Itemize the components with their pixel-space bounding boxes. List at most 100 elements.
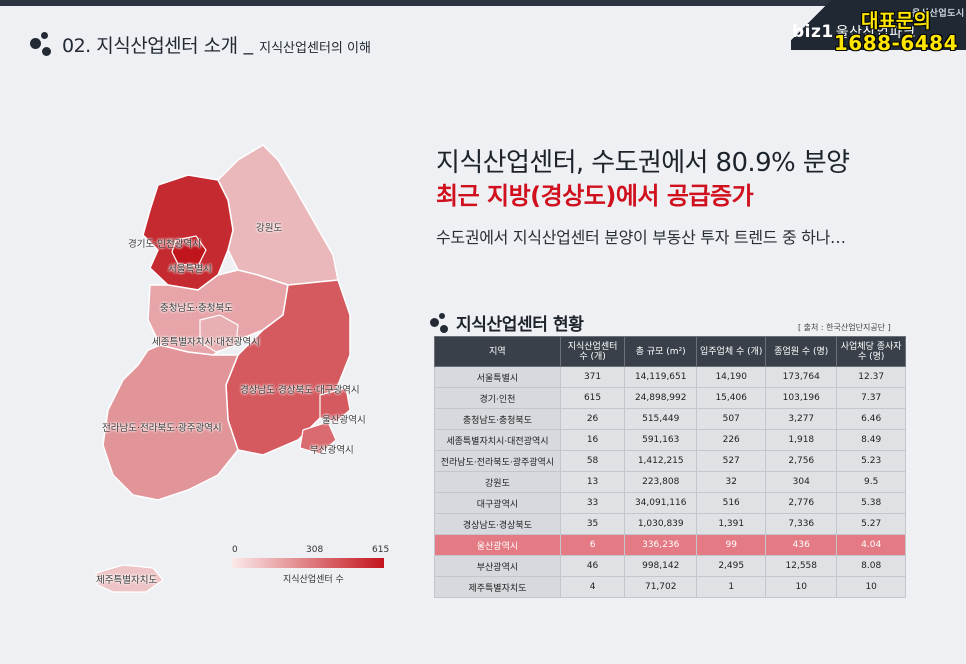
logo-text: biz1 <box>792 22 834 42</box>
title-separator: _ <box>243 33 254 55</box>
row-value-cell: 8.08 <box>836 555 906 577</box>
table-source: [ 출처 : 한국산업단지공단 ] <box>798 323 891 332</box>
row-region-cell: 전라남도·전라북도·광주광역시 <box>434 450 561 472</box>
headline-sub: 수도권에서 지식산업센터 분양이 부동산 투자 트렌드 중 하나… <box>436 228 846 247</box>
table-row: 전라남도·전라북도·광주광역시 58 1,412,215 527 2,756 5.23 <box>434 450 906 472</box>
row-value-cell: 7.37 <box>836 387 906 409</box>
page-subtitle: 지식산업센터의 이해 <box>259 40 371 56</box>
row-value-cell: 507 <box>696 408 767 430</box>
col-header: 지역 <box>434 336 561 367</box>
row-value-cell: 515,449 <box>624 408 698 430</box>
label-jeju: 제주특별자치도 <box>96 575 158 586</box>
logo-small: 울산산업도시 <box>912 9 965 19</box>
row-value-cell: 2,756 <box>765 450 838 472</box>
region-gangwon[interactable] <box>217 144 339 286</box>
korea-map: 강원도 경기도·인천광역시 서울특별시 충청남도·충청북도 세종특별자치시·대전… <box>88 140 388 610</box>
label-busan: 부산광역시 <box>310 445 354 456</box>
row-value-cell: 14,119,651 <box>624 366 698 388</box>
row-region-cell: 충청남도·충청북도 <box>434 408 561 430</box>
label-gyeonggi: 경기도·인천광역시 <box>128 239 201 250</box>
row-value-cell: 35 <box>559 513 626 535</box>
row-value-cell: 12,558 <box>765 555 838 577</box>
headline-highlight: 최근 지방(경상도)에서 공급증가 <box>436 182 754 210</box>
row-value-cell: 304 <box>765 471 838 493</box>
region-ulsan[interactable] <box>319 387 351 423</box>
molecule-icon <box>30 32 54 56</box>
row-value-cell: 2,776 <box>765 492 838 514</box>
legend-gradient <box>232 558 384 568</box>
table-row: 경기·인천 615 24,898,992 15,406 103,196 7.37 <box>434 387 906 409</box>
row-region-cell: 강원도 <box>434 471 561 493</box>
row-value-cell: 46 <box>559 555 626 577</box>
table-row: 경상남도·경상북도 35 1,030,839 1,391 7,336 5.27 <box>434 513 906 535</box>
label-sejong: 세종특별자치시·대전광역시 <box>152 337 260 348</box>
col-header: 사업체당 종사자 수 (명) <box>836 336 906 367</box>
region-jeju[interactable] <box>95 564 164 593</box>
row-value-cell: 9.5 <box>836 471 906 493</box>
row-value-cell: 7,336 <box>765 513 838 535</box>
row-value-cell: 4 <box>559 576 626 598</box>
row-value-cell: 3,277 <box>765 408 838 430</box>
label-ulsan: 울산광역시 <box>322 415 366 426</box>
row-value-cell: 8.49 <box>836 429 906 451</box>
molecule-icon <box>430 312 450 333</box>
row-value-cell: 58 <box>559 450 626 472</box>
korea-map-svg <box>95 144 351 593</box>
row-value-cell: 223,808 <box>624 471 698 493</box>
table-row: 제주특별자치도 4 71,702 1 10 10 <box>434 576 906 598</box>
table-row: 대구광역시 33 34,091,116 516 2,776 5.38 <box>434 492 906 514</box>
row-value-cell: 32 <box>696 471 767 493</box>
row-region-cell: 제주특별자치도 <box>434 576 561 598</box>
row-value-cell: 71,702 <box>624 576 698 598</box>
row-value-cell: 615 <box>559 387 626 409</box>
row-value-cell: 436 <box>765 534 838 556</box>
col-header: 입주업체 수 (개) <box>696 336 767 367</box>
col-header: 종업원 수 (명) <box>765 336 838 367</box>
row-value-cell: 13 <box>559 471 626 493</box>
row-value-cell: 4.04 <box>836 534 906 556</box>
row-value-cell: 173,764 <box>765 366 838 388</box>
row-value-cell: 1 <box>696 576 767 598</box>
row-value-cell: 99 <box>696 534 767 556</box>
row-value-cell: 10 <box>765 576 838 598</box>
row-value-cell: 26 <box>559 408 626 430</box>
region-gyeongsang[interactable] <box>225 279 351 456</box>
brand-logo: biz1 울산산업파크 울산산업도시 <box>792 9 964 42</box>
label-chungcheong: 충청남도·충청북도 <box>160 303 233 314</box>
row-value-cell: 10 <box>836 576 906 598</box>
row-value-cell: 516 <box>696 492 767 514</box>
row-value-cell: 103,196 <box>765 387 838 409</box>
hotline-label: 대표문의 <box>860 10 931 32</box>
region-jeolla[interactable] <box>102 344 240 501</box>
row-value-cell: 15,406 <box>696 387 767 409</box>
row-value-cell: 5.38 <box>836 492 906 514</box>
legend-max: 615 <box>372 545 390 555</box>
row-region-cell: 서울특별시 <box>434 366 561 388</box>
row-region-cell: 경상남도·경상북도 <box>434 513 561 535</box>
page-title: 02. 지식산업센터 소개 <box>62 34 238 57</box>
row-value-cell: 2,495 <box>696 555 767 577</box>
row-value-cell: 34,091,116 <box>624 492 698 514</box>
region-busan[interactable] <box>299 421 337 455</box>
row-value-cell: 33 <box>559 492 626 514</box>
stats-table: 지역 지식산업센터 수 (개) 총 규모 (m²) 입주업체 수 (개) 종업원… <box>434 336 906 598</box>
row-value-cell: 371 <box>559 366 626 388</box>
legend-min: 0 <box>232 545 238 555</box>
row-value-cell: 1,391 <box>696 513 767 535</box>
label-seoul: 서울특별시 <box>168 264 212 275</box>
row-value-cell: 336,236 <box>624 534 698 556</box>
brand-corner <box>791 0 966 50</box>
region-sejong[interactable] <box>199 314 239 353</box>
row-value-cell: 12.37 <box>836 366 906 388</box>
row-value-cell: 1,918 <box>765 429 838 451</box>
hotline-badge[interactable]: 대표문의 1688-6484 <box>834 10 958 54</box>
table-row: 부산광역시 46 998,142 2,495 12,558 8.08 <box>434 555 906 577</box>
col-header: 총 규모 (m²) <box>624 336 698 367</box>
table-row: 서울특별시 371 14,119,651 14,190 173,764 12.37 <box>434 366 906 388</box>
page-header: 02. 지식산업센터 소개 _ 지식산업센터의 이해 <box>30 30 371 58</box>
row-value-cell: 24,898,992 <box>624 387 698 409</box>
table-row: 울산광역시 6 336,236 99 436 4.04 <box>434 534 906 556</box>
legend-title: 지식산업센터 수 <box>283 575 344 585</box>
row-region-cell: 울산광역시 <box>434 534 561 556</box>
region-seoul[interactable] <box>171 235 207 267</box>
